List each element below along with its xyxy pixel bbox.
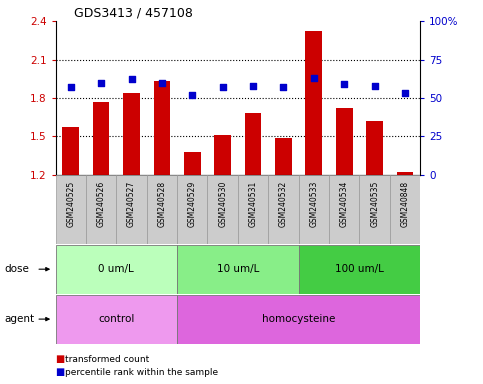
Text: 10 um/L: 10 um/L <box>217 264 259 274</box>
Text: dose: dose <box>5 264 30 274</box>
Text: GSM240535: GSM240535 <box>370 181 379 227</box>
Text: control: control <box>98 314 134 324</box>
Bar <box>359 175 390 244</box>
Bar <box>238 175 268 244</box>
Bar <box>268 175 298 244</box>
Text: ■: ■ <box>56 354 65 364</box>
Text: homocysteine: homocysteine <box>262 314 335 324</box>
Bar <box>123 93 140 175</box>
Text: GDS3413 / 457108: GDS3413 / 457108 <box>74 7 193 20</box>
Bar <box>116 175 147 244</box>
Bar <box>305 31 322 175</box>
Point <box>280 84 287 90</box>
Point <box>401 90 409 96</box>
Bar <box>86 175 116 244</box>
Text: GSM240531: GSM240531 <box>249 181 257 227</box>
Text: ■: ■ <box>56 367 65 377</box>
Text: GSM240532: GSM240532 <box>279 181 288 227</box>
Point <box>310 75 318 81</box>
Bar <box>184 152 200 175</box>
Bar <box>397 172 413 175</box>
Point <box>219 84 227 90</box>
Point <box>249 83 257 89</box>
Bar <box>177 175 208 244</box>
Point <box>341 81 348 87</box>
Point <box>158 79 166 86</box>
Bar <box>366 121 383 175</box>
Point <box>371 83 379 89</box>
Text: 0 um/L: 0 um/L <box>99 264 134 274</box>
Text: GSM240530: GSM240530 <box>218 181 227 227</box>
Bar <box>208 175 238 244</box>
Bar <box>62 127 79 175</box>
Point <box>128 76 135 83</box>
Bar <box>329 175 359 244</box>
Bar <box>336 108 353 175</box>
Text: GSM240527: GSM240527 <box>127 181 136 227</box>
Bar <box>56 295 177 344</box>
Point <box>67 84 74 90</box>
Text: GSM240848: GSM240848 <box>400 181 410 227</box>
Bar <box>298 175 329 244</box>
Point <box>188 92 196 98</box>
Bar <box>390 175 420 244</box>
Bar <box>298 245 420 294</box>
Bar <box>245 113 261 175</box>
Bar <box>177 245 298 294</box>
Point <box>97 79 105 86</box>
Bar <box>214 135 231 175</box>
Text: GSM240529: GSM240529 <box>188 181 197 227</box>
Bar <box>177 295 420 344</box>
Bar <box>147 175 177 244</box>
Text: GSM240533: GSM240533 <box>309 181 318 227</box>
Text: agent: agent <box>5 314 35 324</box>
Text: GSM240526: GSM240526 <box>97 181 106 227</box>
Bar <box>154 81 170 175</box>
Text: GSM240528: GSM240528 <box>157 181 167 227</box>
Bar <box>56 175 86 244</box>
Bar <box>275 137 292 175</box>
Text: transformed count: transformed count <box>65 354 149 364</box>
Bar <box>56 245 177 294</box>
Text: percentile rank within the sample: percentile rank within the sample <box>65 368 218 377</box>
Text: GSM240534: GSM240534 <box>340 181 349 227</box>
Text: 100 um/L: 100 um/L <box>335 264 384 274</box>
Text: GSM240525: GSM240525 <box>66 181 75 227</box>
Bar <box>93 102 110 175</box>
